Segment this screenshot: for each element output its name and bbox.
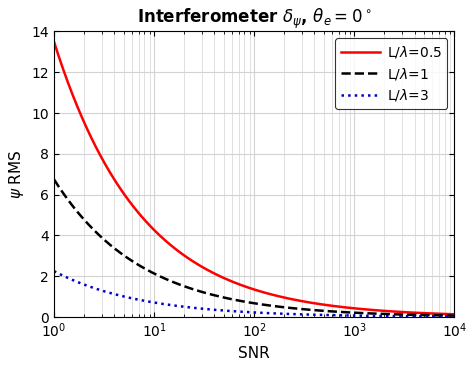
- L/$\lambda$=3: [246, 310, 252, 314]
- L/$\lambda$=0.5: [246, 286, 252, 290]
- L/$\lambda$=3: [452, 314, 457, 319]
- Line: L/$\lambda$=1: L/$\lambda$=1: [54, 179, 455, 316]
- Y-axis label: $\psi$ RMS: $\psi$ RMS: [7, 149, 26, 199]
- L/$\lambda$=1: [440, 313, 446, 318]
- L/$\lambda$=0.5: [440, 312, 446, 316]
- L/$\lambda$=0.5: [366, 308, 372, 312]
- L/$\lambda$=0.5: [235, 282, 241, 286]
- Line: L/$\lambda$=0.5: L/$\lambda$=0.5: [54, 42, 455, 314]
- L/$\lambda$=0.5: [440, 312, 446, 316]
- L/$\lambda$=3: [440, 314, 446, 319]
- L/$\lambda$=0.5: [51, 39, 57, 44]
- L/$\lambda$=1: [440, 313, 446, 318]
- Legend: L/$\lambda$=0.5, L/$\lambda$=1, L/$\lambda$=3: L/$\lambda$=0.5, L/$\lambda$=1, L/$\lamb…: [336, 38, 447, 109]
- L/$\lambda$=3: [51, 269, 57, 273]
- L/$\lambda$=1: [72, 206, 77, 210]
- L/$\lambda$=0.5: [72, 97, 77, 102]
- L/$\lambda$=3: [72, 279, 77, 283]
- L/$\lambda$=0.5: [452, 312, 457, 316]
- X-axis label: SNR: SNR: [238, 346, 270, 361]
- L/$\lambda$=1: [246, 300, 252, 305]
- L/$\lambda$=1: [235, 298, 241, 302]
- L/$\lambda$=3: [235, 309, 241, 314]
- L/$\lambda$=1: [51, 177, 57, 181]
- L/$\lambda$=3: [366, 314, 372, 318]
- L/$\lambda$=1: [452, 314, 457, 318]
- Title: Interferometer $\delta_{\psi}$, $\theta_e = 0^\circ$: Interferometer $\delta_{\psi}$, $\theta_…: [137, 7, 372, 31]
- L/$\lambda$=1: [366, 311, 372, 316]
- L/$\lambda$=3: [440, 314, 446, 319]
- Line: L/$\lambda$=3: L/$\lambda$=3: [54, 271, 455, 316]
